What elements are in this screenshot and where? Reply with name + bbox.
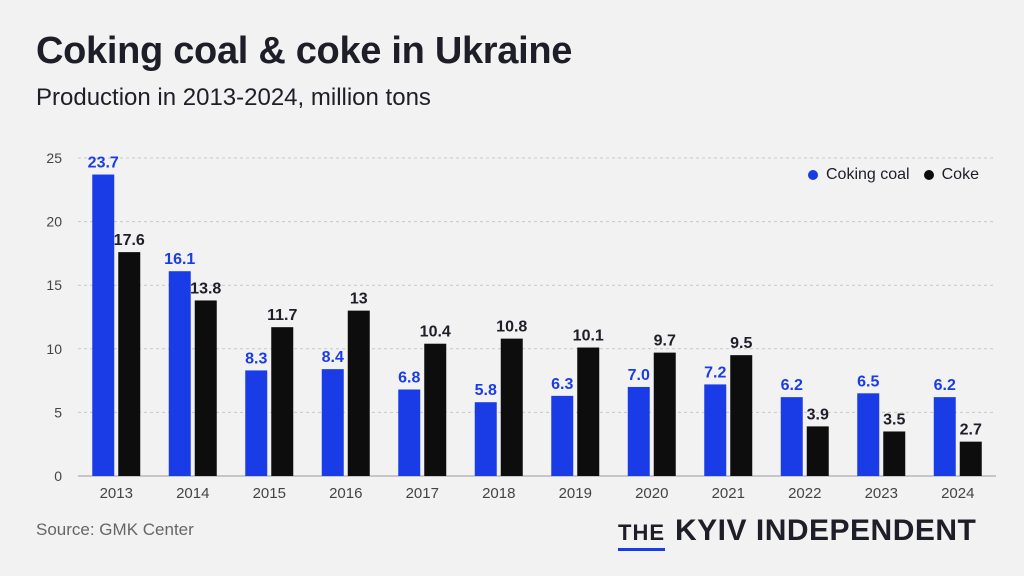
x-tick-label: 2023: [865, 485, 898, 502]
bar-coke: [730, 355, 753, 476]
bar-coke: [577, 347, 600, 476]
bar-coking-coal: [857, 393, 880, 476]
chart-subtitle: Production in 2013-2024, million tons: [36, 84, 431, 111]
x-tick-label: 2014: [176, 485, 209, 502]
bar-coking-coal: [627, 386, 650, 476]
legend-label-coke: Coke: [941, 166, 979, 183]
bar-coke: [806, 426, 829, 476]
bar-coking-coal: [780, 397, 803, 476]
x-tick-label: 2019: [559, 485, 592, 502]
y-tick-label: 15: [46, 277, 62, 293]
x-tick-label: 2013: [100, 485, 133, 502]
bar-coking-coal: [398, 389, 421, 476]
x-tick-label: 2022: [788, 485, 821, 502]
bar-coking-coal: [474, 402, 497, 476]
bar-coking-coal: [245, 370, 268, 476]
data-label-coking-coal: 6.2: [781, 377, 803, 394]
bar-coking-coal: [321, 369, 344, 476]
x-tick-label: 2017: [406, 485, 439, 502]
brand-name: KYIV INDEPENDENT: [675, 514, 977, 547]
data-label-coke: 11.7: [267, 307, 297, 324]
bar-coking-coal: [704, 384, 727, 476]
x-tick-label: 2020: [635, 485, 668, 502]
chart-title: Coking coal & coke in Ukraine: [36, 30, 573, 72]
bar-coking-coal: [168, 271, 191, 476]
bar-coking-coal: [92, 174, 115, 476]
bar-coke: [959, 441, 982, 476]
data-label-coking-coal: 7.2: [704, 364, 726, 381]
data-label-coke: 17.6: [114, 232, 145, 249]
data-label-coking-coal: 6.5: [857, 373, 879, 390]
bar-coke: [194, 300, 217, 476]
x-tick-label: 2018: [482, 485, 515, 502]
data-label-coking-coal: 8.3: [245, 350, 267, 367]
data-label-coking-coal: 8.4: [322, 349, 344, 366]
data-label-coke: 2.7: [960, 422, 982, 439]
data-label-coking-coal: 16.1: [164, 251, 195, 268]
source-note: Source: GMK Center: [36, 520, 194, 539]
data-label-coking-coal: 5.8: [475, 382, 497, 399]
data-label-coke: 3.9: [807, 406, 829, 423]
x-tick-label: 2024: [941, 485, 974, 502]
data-label-coking-coal: 23.7: [88, 155, 119, 172]
x-tick-label: 2021: [712, 485, 745, 502]
data-label-coking-coal: 7.0: [628, 367, 650, 384]
legend-item-coke: Coke: [923, 166, 979, 184]
legend-swatch-coke: [923, 170, 934, 180]
legend-item-coking-coal: Coking coal: [808, 166, 910, 184]
y-tick-label: 0: [54, 468, 62, 484]
data-label-coke: 13: [350, 291, 368, 308]
data-label-coke: 9.5: [730, 335, 752, 352]
bar-coke: [424, 343, 447, 476]
bar-coke: [118, 252, 141, 476]
data-label-coking-coal: 6.8: [398, 370, 420, 387]
bar-coking-coal: [933, 397, 956, 476]
y-tick-label: 5: [54, 404, 62, 420]
legend-label-coking-coal: Coking coal: [826, 166, 910, 183]
data-label-coke: 10.1: [573, 328, 604, 345]
x-tick-label: 2015: [253, 485, 286, 502]
bar-coke: [347, 310, 370, 476]
legend: Coking coal Coke: [808, 166, 993, 184]
data-label-coke: 9.7: [654, 333, 676, 350]
bar-coke: [271, 327, 294, 476]
data-label-coking-coal: 6.3: [551, 376, 573, 393]
bar-coke: [653, 352, 676, 476]
data-label-coke: 10.8: [496, 319, 527, 336]
bar-coke: [500, 338, 523, 476]
x-tick-label: 2016: [329, 485, 362, 502]
bar-coking-coal: [551, 395, 574, 476]
data-label-coke: 10.4: [420, 324, 451, 341]
brand-logo: THE KYIV INDEPENDENT: [618, 514, 977, 551]
data-label-coking-coal: 6.2: [934, 377, 956, 394]
data-label-coke: 3.5: [883, 411, 905, 428]
y-tick-label: 20: [46, 214, 62, 230]
data-label-coke: 13.8: [190, 280, 221, 297]
legend-swatch-coking-coal: [808, 170, 818, 180]
bar-coke: [883, 431, 906, 476]
y-tick-label: 10: [46, 341, 62, 357]
brand-the: THE: [618, 520, 665, 551]
y-tick-label: 25: [46, 150, 62, 166]
